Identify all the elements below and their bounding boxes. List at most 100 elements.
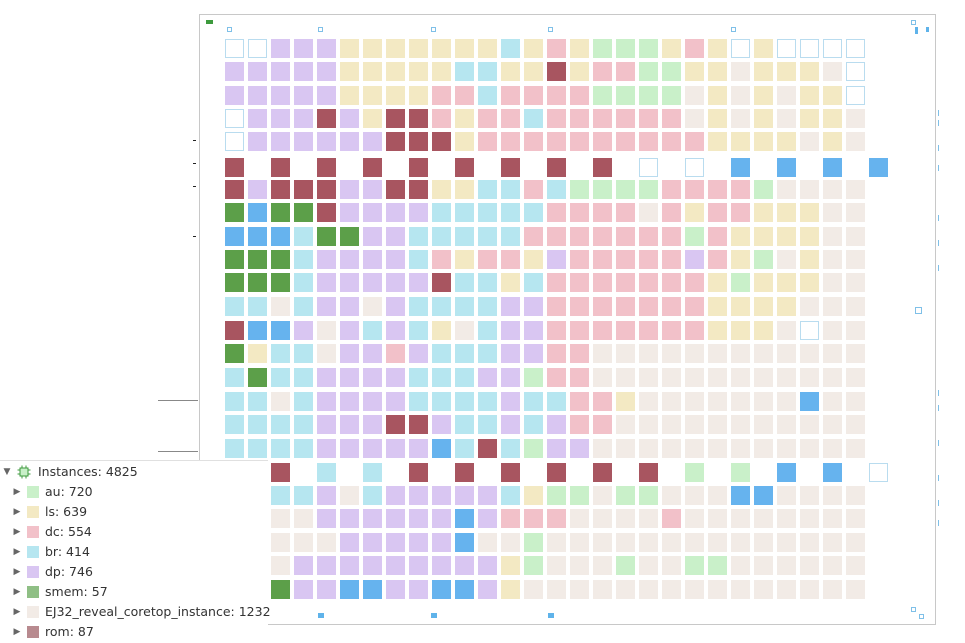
upper-cell-ej[interactable] xyxy=(731,109,750,128)
upper-cell-br[interactable] xyxy=(294,227,313,246)
upper-cell-dp[interactable] xyxy=(294,109,313,128)
upper-cell-br[interactable] xyxy=(409,321,428,340)
upper-cell-ls[interactable] xyxy=(570,62,589,81)
upper-cell-ls[interactable] xyxy=(708,86,727,105)
lower-cell-dp[interactable] xyxy=(317,556,336,575)
upper-cell-white[interactable] xyxy=(846,86,865,105)
upper-cell-ej[interactable] xyxy=(731,62,750,81)
upper-cell-dc[interactable] xyxy=(662,250,681,269)
upper-cell-white[interactable] xyxy=(731,39,750,58)
upper-cell-br[interactable] xyxy=(455,368,474,387)
upper-cell-br[interactable] xyxy=(409,250,428,269)
upper-cell-dc[interactable] xyxy=(616,250,635,269)
lower-cell-ej[interactable] xyxy=(800,509,819,528)
upper-cell-ls[interactable] xyxy=(731,297,750,316)
upper-cell-br[interactable] xyxy=(478,273,497,292)
upper-cell-dc[interactable] xyxy=(662,297,681,316)
upper-cell-rom[interactable] xyxy=(294,180,313,199)
upper-cell-br[interactable] xyxy=(271,439,290,458)
lower-cell-br[interactable] xyxy=(363,486,382,505)
lower-cell-ej[interactable] xyxy=(800,486,819,505)
upper-cell-dc[interactable] xyxy=(432,86,451,105)
upper-cell-br[interactable] xyxy=(294,439,313,458)
upper-cell-dp[interactable] xyxy=(386,392,405,411)
upper-cell-dp[interactable] xyxy=(386,368,405,387)
lower-cell-dp[interactable] xyxy=(478,580,497,599)
upper-cell-ej[interactable] xyxy=(754,392,773,411)
lower-cell-dp[interactable] xyxy=(478,556,497,575)
upper-cell-br[interactable] xyxy=(432,368,451,387)
upper-cell-ej[interactable] xyxy=(271,297,290,316)
upper-cell-ls[interactable] xyxy=(800,109,819,128)
upper-cell-dp[interactable] xyxy=(409,439,428,458)
upper-cell-dc[interactable] xyxy=(547,203,566,222)
upper-cell-dp[interactable] xyxy=(363,344,382,363)
upper-cell-br[interactable] xyxy=(271,368,290,387)
upper-cell-ej[interactable] xyxy=(823,321,842,340)
upper-cell-ls[interactable] xyxy=(708,297,727,316)
lower-cell-au[interactable] xyxy=(616,556,635,575)
upper-cell-dc[interactable] xyxy=(639,273,658,292)
upper-cell-br[interactable] xyxy=(225,439,244,458)
upper-cell-ls[interactable] xyxy=(455,39,474,58)
upper-cell-br[interactable] xyxy=(524,109,543,128)
upper-cell-dp[interactable] xyxy=(340,415,359,434)
upper-cell-dc[interactable] xyxy=(662,203,681,222)
upper-cell-rom[interactable] xyxy=(317,109,336,128)
upper-cell-br[interactable] xyxy=(547,180,566,199)
upper-cell-ej[interactable] xyxy=(639,392,658,411)
lower-cell-dp[interactable] xyxy=(386,556,405,575)
lower-cell-blue[interactable] xyxy=(777,463,796,482)
upper-cell-ls[interactable] xyxy=(432,39,451,58)
upper-cell-dc[interactable] xyxy=(524,86,543,105)
upper-cell-dc[interactable] xyxy=(593,297,612,316)
upper-cell-br[interactable] xyxy=(455,203,474,222)
upper-cell-white[interactable] xyxy=(846,62,865,81)
upper-cell-white[interactable] xyxy=(846,39,865,58)
lower-cell-dp[interactable] xyxy=(409,580,428,599)
upper-cell-dc[interactable] xyxy=(685,39,704,58)
upper-cell-rom[interactable] xyxy=(455,158,474,177)
upper-cell-br[interactable] xyxy=(524,415,543,434)
upper-cell-ls[interactable] xyxy=(501,62,520,81)
upper-cell-dp[interactable] xyxy=(386,297,405,316)
upper-cell-br[interactable] xyxy=(478,344,497,363)
upper-cell-dp[interactable] xyxy=(409,273,428,292)
upper-cell-dp[interactable] xyxy=(317,415,336,434)
upper-cell-dp[interactable] xyxy=(478,368,497,387)
upper-cell-dc[interactable] xyxy=(478,250,497,269)
upper-cell-dp[interactable] xyxy=(294,86,313,105)
lower-cell-ej[interactable] xyxy=(731,509,750,528)
upper-cell-dc[interactable] xyxy=(478,109,497,128)
upper-cell-dc[interactable] xyxy=(570,109,589,128)
upper-cell-ls[interactable] xyxy=(754,203,773,222)
upper-cell-ej[interactable] xyxy=(846,180,865,199)
lower-cell-dp[interactable] xyxy=(386,580,405,599)
upper-cell-br[interactable] xyxy=(225,392,244,411)
upper-cell-dc[interactable] xyxy=(547,273,566,292)
upper-cell-ej[interactable] xyxy=(823,203,842,222)
upper-cell-au[interactable] xyxy=(754,250,773,269)
lower-cell-ej[interactable] xyxy=(271,533,290,552)
upper-cell-rom[interactable] xyxy=(317,180,336,199)
upper-cell-dc[interactable] xyxy=(685,180,704,199)
upper-cell-dc[interactable] xyxy=(501,132,520,151)
upper-cell-rom[interactable] xyxy=(432,132,451,151)
lower-cell-ej[interactable] xyxy=(754,533,773,552)
upper-cell-dc[interactable] xyxy=(432,109,451,128)
upper-cell-ej[interactable] xyxy=(846,203,865,222)
lower-cell-ls[interactable] xyxy=(501,556,520,575)
upper-cell-ls[interactable] xyxy=(409,39,428,58)
upper-cell-smem[interactable] xyxy=(225,250,244,269)
upper-cell-br[interactable] xyxy=(524,392,543,411)
upper-cell-ej[interactable] xyxy=(846,227,865,246)
upper-cell-ls[interactable] xyxy=(800,273,819,292)
upper-cell-br[interactable] xyxy=(455,62,474,81)
upper-cell-dp[interactable] xyxy=(340,297,359,316)
upper-cell-ls[interactable] xyxy=(708,39,727,58)
upper-cell-ej[interactable] xyxy=(823,227,842,246)
upper-cell-dc[interactable] xyxy=(662,132,681,151)
upper-cell-ej[interactable] xyxy=(685,344,704,363)
lower-cell-br[interactable] xyxy=(294,486,313,505)
upper-cell-smem[interactable] xyxy=(271,273,290,292)
